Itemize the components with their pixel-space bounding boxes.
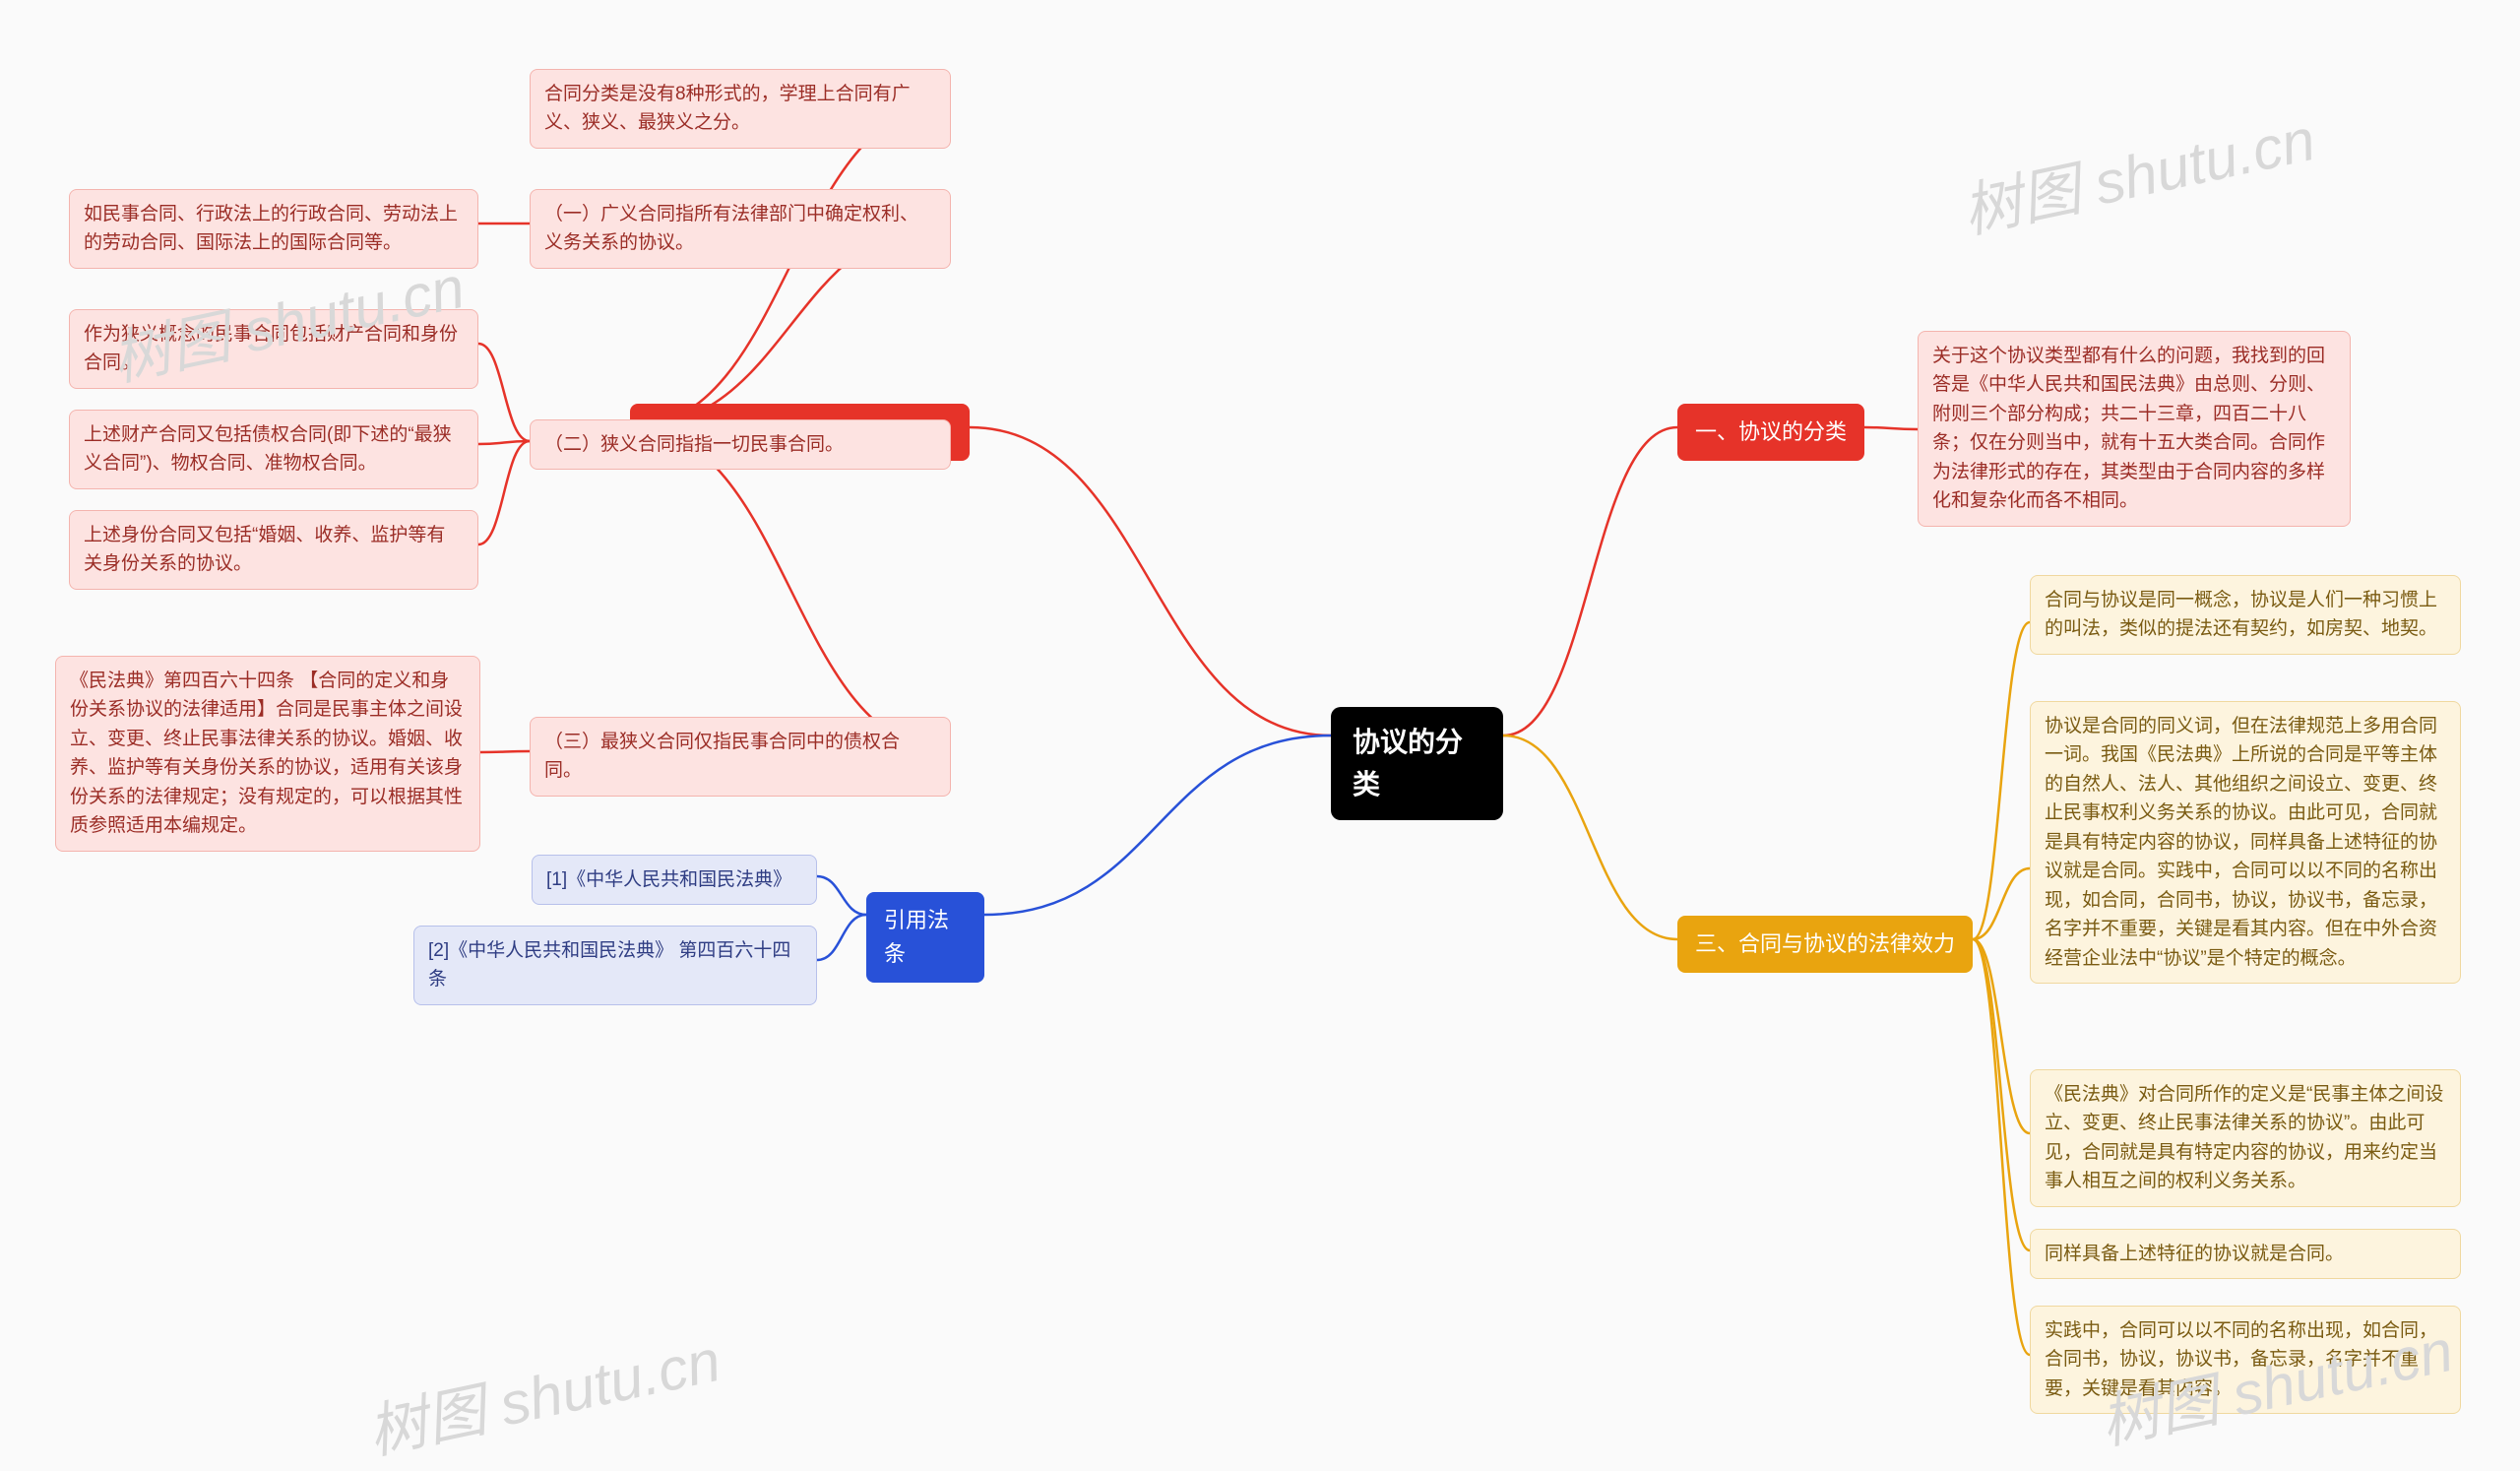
leaf-node[interactable]: 合同与协议是同一概念，协议是人们一种习惯上的叫法，类似的提法还有契约，如房契、地… (2030, 575, 2461, 655)
root-node[interactable]: 协议的分类 (1331, 707, 1503, 820)
leaf-node[interactable]: （一）广义合同指所有法律部门中确定权利、义务关系的协议。 (530, 189, 951, 269)
leaf-text: 作为狭义概念的民事合同包括财产合同和身份合同。 (84, 324, 458, 373)
branch-node-3[interactable]: 三、合同与协议的法律效力 (1677, 916, 1973, 973)
leaf-text: 《民法典》第四百六十四条 【合同的定义和身份关系协议的法律适用】合同是民事主体之… (70, 671, 463, 836)
branch-label: 引用法条 (884, 908, 949, 966)
leaf-node[interactable]: 如民事合同、行政法上的行政合同、劳动法上的劳动合同、国际法上的国际合同等。 (69, 189, 478, 269)
root-label: 协议的分类 (1353, 727, 1463, 799)
leaf-text: 同样具备上述特征的协议就是合同。 (2045, 1244, 2344, 1264)
leaf-node[interactable]: 实践中，合同可以以不同的名称出现，如合同，合同书，协议，协议书，备忘录，名字并不… (2030, 1306, 2461, 1414)
leaf-node[interactable]: 上述身份合同又包括“婚姻、收养、监护等有关身份关系的协议。 (69, 510, 478, 590)
leaf-node[interactable]: 《民法典》对合同所作的定义是“民事主体之间设立、变更、终止民事法律关系的协议”。… (2030, 1069, 2461, 1207)
leaf-text: （一）广义合同指所有法律部门中确定权利、义务关系的协议。 (544, 204, 918, 253)
leaf-node[interactable]: 协议是合同的同义词，但在法律规范上多用合同一词。我国《民法典》上所说的合同是平等… (2030, 701, 2461, 984)
branch-label: 一、协议的分类 (1695, 419, 1847, 444)
leaf-node[interactable]: 同样具备上述特征的协议就是合同。 (2030, 1229, 2461, 1279)
leaf-text: 实践中，合同可以以不同的名称出现，如合同，合同书，协议，协议书，备忘录，名字并不… (2045, 1320, 2437, 1399)
leaf-text: 上述身份合同又包括“婚姻、收养、监护等有关身份关系的协议。 (84, 525, 445, 574)
leaf-node[interactable]: （二）狭义合同指指一切民事合同。 (530, 419, 951, 470)
leaf-text: 《民法典》对合同所作的定义是“民事主体之间设立、变更、终止民事法律关系的协议”。… (2045, 1084, 2443, 1191)
branch-node-4[interactable]: 引用法条 (866, 892, 984, 983)
leaf-node[interactable]: [1]《中华人民共和国民法典》 (532, 855, 817, 905)
leaf-text: [2]《中华人民共和国民法典》 第四百六十四条 (428, 940, 790, 990)
leaf-text: 关于这个协议类型都有什么的问题，我找到的回答是《中华人民共和国民法典》由总则、分… (1932, 346, 2325, 511)
branch-node-1[interactable]: 一、协议的分类 (1677, 404, 1864, 461)
leaf-node[interactable]: 《民法典》第四百六十四条 【合同的定义和身份关系协议的法律适用】合同是民事主体之… (55, 656, 480, 852)
leaf-node[interactable]: [2]《中华人民共和国民法典》 第四百六十四条 (413, 926, 817, 1005)
leaf-text: 合同分类是没有8种形式的，学理上合同有广义、狭义、最狭义之分。 (544, 84, 911, 133)
leaf-text: [1]《中华人民共和国民法典》 (546, 869, 791, 890)
leaf-node[interactable]: （三）最狭义合同仅指民事合同中的债权合同。 (530, 717, 951, 797)
leaf-node[interactable]: 关于这个协议类型都有什么的问题，我找到的回答是《中华人民共和国民法典》由总则、分… (1918, 331, 2351, 527)
leaf-text: 合同与协议是同一概念，协议是人们一种习惯上的叫法，类似的提法还有契约，如房契、地… (2045, 590, 2437, 639)
leaf-text: （二）狭义合同指指一切民事合同。 (544, 434, 844, 455)
leaf-text: 如民事合同、行政法上的行政合同、劳动法上的劳动合同、国际法上的国际合同等。 (84, 204, 458, 253)
leaf-text: （三）最狭义合同仅指民事合同中的债权合同。 (544, 732, 900, 781)
leaf-node[interactable]: 作为狭义概念的民事合同包括财产合同和身份合同。 (69, 309, 478, 389)
leaf-node[interactable]: 合同分类是没有8种形式的，学理上合同有广义、狭义、最狭义之分。 (530, 69, 951, 149)
leaf-text: 上述财产合同又包括债权合同(即下述的“最狭义合同”)、物权合同、准物权合同。 (84, 424, 452, 474)
watermark: 树图 shutu.cn (359, 1312, 727, 1471)
leaf-text: 协议是合同的同义词，但在法律规范上多用合同一词。我国《民法典》上所说的合同是平等… (2045, 716, 2437, 969)
branch-label: 三、合同与协议的法律效力 (1695, 931, 1955, 956)
leaf-node[interactable]: 上述财产合同又包括债权合同(即下述的“最狭义合同”)、物权合同、准物权合同。 (69, 410, 478, 489)
watermark: 树图 shutu.cn (1954, 92, 2322, 250)
